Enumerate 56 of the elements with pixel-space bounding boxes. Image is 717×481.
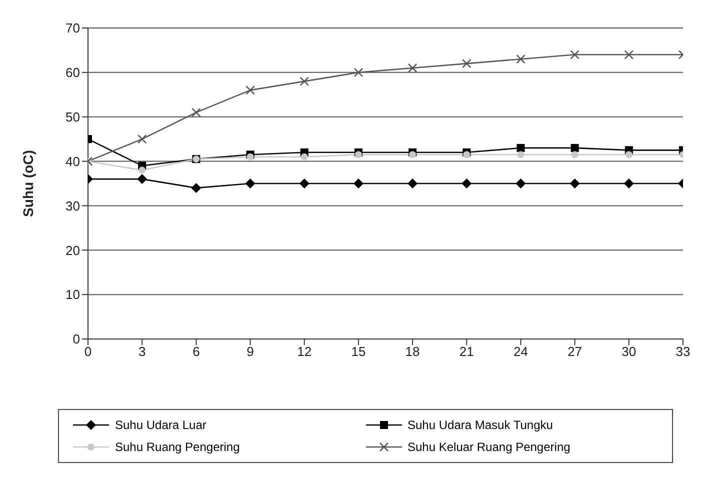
y-tick-label: 70 [66, 20, 80, 36]
x-tick-label: 12 [297, 344, 312, 360]
x-tick-label: 27 [568, 344, 582, 360]
legend-label: Suhu Udara Luar [115, 418, 206, 432]
x-tick-label: 24 [513, 344, 528, 360]
x-tick-label: 21 [459, 344, 474, 360]
point [408, 178, 418, 188]
x-tick-label: 30 [622, 344, 636, 360]
point [624, 50, 634, 60]
point [516, 178, 526, 188]
point [353, 178, 364, 188]
point [191, 182, 202, 193]
point [624, 178, 634, 188]
y-tick-label: 10 [66, 287, 80, 302]
x-tick-label: 9 [246, 344, 254, 360]
y-tick-label: 0 [72, 332, 80, 347]
legend-label: Suhu Ruang Pengering [115, 440, 240, 454]
point [462, 178, 472, 188]
point [516, 144, 525, 152]
x-tick-label: 18 [405, 344, 420, 360]
point [409, 151, 416, 158]
point [354, 68, 364, 78]
point [192, 108, 201, 118]
point [300, 76, 310, 86]
point [245, 178, 256, 188]
point [354, 151, 362, 158]
point [570, 178, 580, 188]
y-tick-label: 20 [66, 242, 80, 258]
y-axis-title: Suhu (oC) [20, 150, 36, 217]
point [246, 153, 254, 160]
legend-label: Suhu Keluar Ruang Pengering [408, 440, 570, 454]
point [408, 63, 418, 73]
point [517, 151, 524, 158]
point [462, 58, 472, 68]
point [137, 134, 147, 144]
point [138, 166, 146, 174]
y-tick-label: 40 [66, 154, 80, 169]
point [570, 50, 580, 60]
point [571, 151, 578, 158]
legend-label: Suhu Udara Masuk Tungku [408, 418, 553, 432]
y-tick-label: 60 [66, 65, 80, 80]
point [246, 86, 255, 95]
point [463, 151, 470, 158]
x-tick-label: 15 [351, 344, 366, 360]
y-tick-label: 30 [66, 198, 80, 214]
x-tick-label: 33 [676, 344, 690, 360]
point [625, 151, 632, 158]
point [570, 144, 579, 152]
point [299, 178, 310, 188]
point [300, 153, 308, 160]
point [137, 174, 148, 184]
point [516, 54, 526, 64]
x-tick-label: 6 [192, 344, 200, 360]
y-tick-label: 50 [66, 109, 80, 124]
x-tick-label: 0 [84, 344, 92, 360]
x-tick-label: 3 [138, 344, 146, 360]
